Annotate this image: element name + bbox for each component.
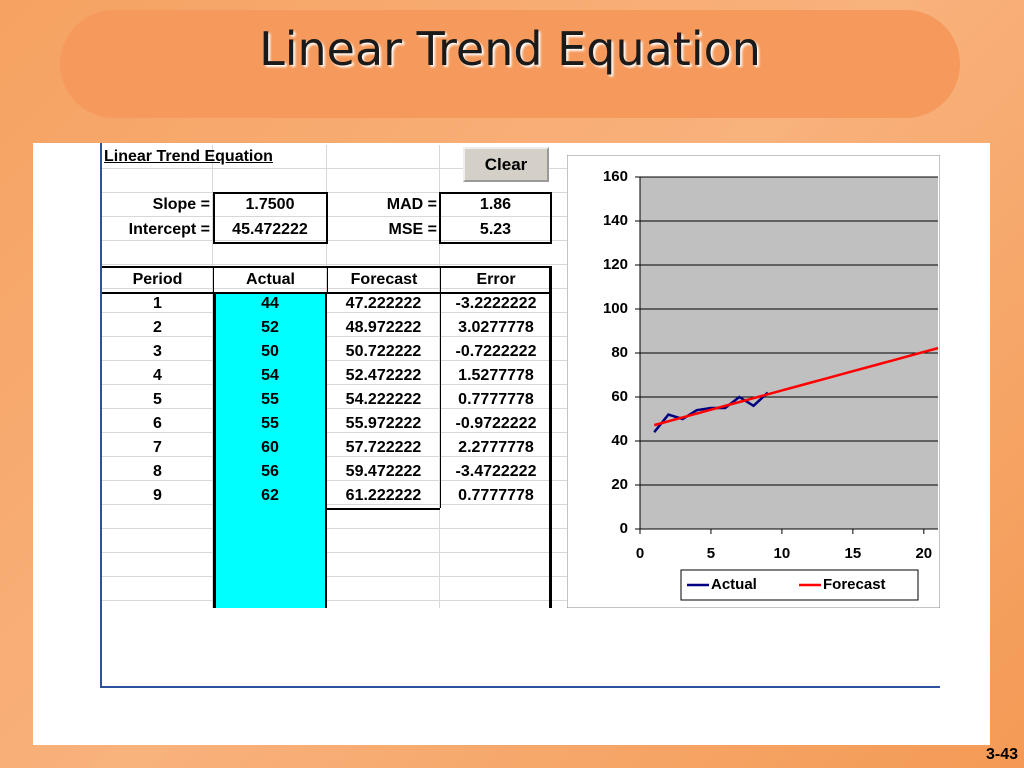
y-tick-label: 0 bbox=[620, 520, 628, 537]
table-cell: 56 bbox=[261, 463, 279, 480]
legend-label: Forecast bbox=[823, 576, 886, 593]
table-cell: 7 bbox=[153, 439, 162, 456]
x-tick-label: 15 bbox=[845, 545, 862, 562]
table-cell: 8 bbox=[153, 463, 162, 480]
table-cell: 54.222222 bbox=[345, 391, 422, 408]
chart: 0 20 40 60 80 100 120 140 160 0 5 10 15 20 Actual Forec… bbox=[567, 155, 940, 608]
table-cell: 50.722222 bbox=[345, 343, 422, 360]
y-tick-label: 160 bbox=[603, 168, 628, 185]
slide-title: Linear Trend Equation bbox=[259, 22, 761, 76]
table-cell: 47.222222 bbox=[345, 295, 422, 312]
y-tick-label: 40 bbox=[611, 432, 628, 449]
table-cell: 0.7777778 bbox=[440, 388, 551, 412]
table-cell: 3 bbox=[153, 343, 162, 360]
page-number: 3-43 bbox=[985, 746, 1018, 763]
x-tick-label: 10 bbox=[774, 545, 791, 562]
stat-box bbox=[439, 192, 552, 244]
stat-box bbox=[213, 192, 328, 244]
x-tick-label: 0 bbox=[636, 545, 644, 562]
table-cell: 9 bbox=[153, 487, 162, 504]
table-cell: 61.222222 bbox=[345, 487, 422, 504]
series-line bbox=[653, 346, 939, 427]
series-line bbox=[653, 391, 769, 433]
stat-value: 5.23 bbox=[479, 221, 512, 238]
stat-label: MAD = bbox=[386, 196, 437, 213]
column-header: Forecast bbox=[327, 268, 440, 292]
column-header: Period bbox=[132, 271, 183, 288]
actual-column bbox=[213, 292, 327, 608]
clear-button[interactable]: Clear bbox=[463, 147, 549, 182]
x-tick-label: 20 bbox=[915, 545, 932, 562]
stat-label: MSE = bbox=[388, 221, 437, 238]
y-tick-label: 60 bbox=[611, 388, 628, 405]
table-cell: 54 bbox=[261, 367, 279, 384]
table-cell: 2.2777778 bbox=[440, 436, 551, 460]
table-cell: 62 bbox=[261, 487, 279, 504]
y-tick-label: 120 bbox=[603, 256, 628, 273]
error-border bbox=[549, 267, 552, 608]
sheet-title: Linear Trend Equation bbox=[104, 148, 273, 165]
stat-value: 1.86 bbox=[479, 196, 512, 213]
table-cell: -3.4722222 bbox=[440, 460, 551, 484]
stat-label: Intercept = bbox=[128, 221, 210, 238]
table-cell: -3.2222222 bbox=[440, 292, 551, 316]
table-cell: 60 bbox=[261, 439, 279, 456]
header-box bbox=[102, 266, 552, 294]
stat-value: 45.472222 bbox=[232, 221, 308, 238]
table-cell: 52 bbox=[261, 319, 279, 336]
stat-value: 1.7500 bbox=[245, 196, 295, 213]
y-tick-label: 80 bbox=[611, 344, 628, 361]
table-cell: 59.472222 bbox=[345, 463, 422, 480]
table-cell: -0.9722222 bbox=[440, 412, 551, 436]
sheet-grid bbox=[102, 145, 567, 608]
table-cell: 3.0277778 bbox=[440, 316, 551, 340]
table-cell: 6 bbox=[153, 415, 162, 432]
title-oval bbox=[60, 10, 960, 118]
column-header: Error bbox=[440, 268, 551, 292]
stat-label: Slope = bbox=[152, 196, 210, 213]
column-header: Actual bbox=[213, 268, 327, 292]
y-tick-label: 140 bbox=[603, 212, 628, 229]
table-cell: -0.7222222 bbox=[440, 340, 551, 364]
table-cell: 48.972222 bbox=[345, 319, 422, 336]
table-cell: 50 bbox=[261, 343, 279, 360]
legend-label: Actual bbox=[711, 576, 757, 593]
y-tick-label: 100 bbox=[603, 300, 628, 317]
table-cell: 44 bbox=[261, 295, 279, 312]
table-cell: 4 bbox=[153, 367, 162, 384]
x-tick-label: 5 bbox=[707, 545, 715, 562]
table-cell: 2 bbox=[153, 319, 162, 336]
table-cell: 55 bbox=[261, 415, 279, 432]
table-cell: 5 bbox=[153, 391, 162, 408]
table-cell: 52.472222 bbox=[345, 367, 422, 384]
table-cell: 57.722222 bbox=[345, 439, 422, 456]
table-cell: 1.5277778 bbox=[440, 364, 551, 388]
forecast-bottom bbox=[327, 508, 440, 510]
table-cell: 0.7777778 bbox=[440, 484, 551, 508]
table-cell: 55 bbox=[261, 391, 279, 408]
table-cell: 1 bbox=[153, 295, 162, 312]
y-tick-label: 20 bbox=[611, 476, 628, 493]
table-cell: 55.972222 bbox=[345, 415, 422, 432]
